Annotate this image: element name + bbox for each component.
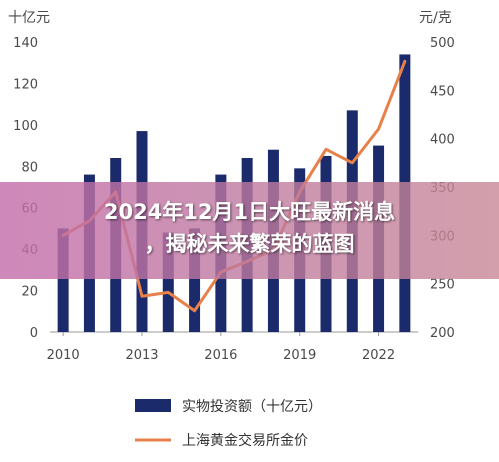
legend-label-line: 上海黄金交易所金价 bbox=[182, 432, 308, 449]
left-tick-label: 100 bbox=[13, 119, 38, 134]
overlay-title: 2024年12月1日大旺最新消息 ，揭秘未来繁荣的蓝图 bbox=[0, 196, 499, 260]
bar bbox=[189, 228, 201, 332]
right-axis-unit: 元/克 bbox=[419, 10, 452, 26]
left-tick-label: 0 bbox=[30, 326, 38, 341]
x-tick-label: 2016 bbox=[204, 348, 237, 363]
left-axis-ticks: 020406080100120140 bbox=[13, 36, 38, 341]
title-banner bbox=[0, 182, 499, 279]
x-tick-label: 2010 bbox=[47, 348, 80, 363]
left-axis-unit: 十亿元 bbox=[8, 10, 50, 26]
legend-swatch-bars bbox=[135, 399, 171, 412]
right-tick-label: 200 bbox=[430, 326, 455, 341]
right-tick-label: 450 bbox=[430, 84, 455, 99]
right-tick-label: 400 bbox=[430, 133, 455, 148]
right-tick-label: 500 bbox=[430, 36, 455, 51]
left-tick-label: 20 bbox=[21, 285, 38, 300]
x-tick-label: 2013 bbox=[125, 348, 158, 363]
x-tick-label: 2022 bbox=[362, 348, 395, 363]
left-tick-label: 80 bbox=[21, 160, 38, 175]
x-tick-label: 2019 bbox=[283, 348, 316, 363]
legend: 实物投资额（十亿元） 上海黄金交易所金价 bbox=[135, 399, 322, 449]
bar bbox=[57, 228, 69, 332]
left-tick-label: 140 bbox=[13, 36, 38, 51]
right-tick-label: 250 bbox=[430, 278, 455, 293]
bar bbox=[162, 232, 174, 332]
overlay-title-line-2: ，揭秘未来繁荣的蓝图 bbox=[144, 232, 355, 256]
x-axis-ticks: 2010 2013 2016 2019 2022 bbox=[47, 332, 395, 363]
legend-label-bars: 实物投资额（十亿元） bbox=[182, 399, 322, 415]
overlay-title-line-1: 2024年12月1日大旺最新消息 bbox=[103, 200, 396, 224]
left-tick-label: 120 bbox=[13, 77, 38, 92]
